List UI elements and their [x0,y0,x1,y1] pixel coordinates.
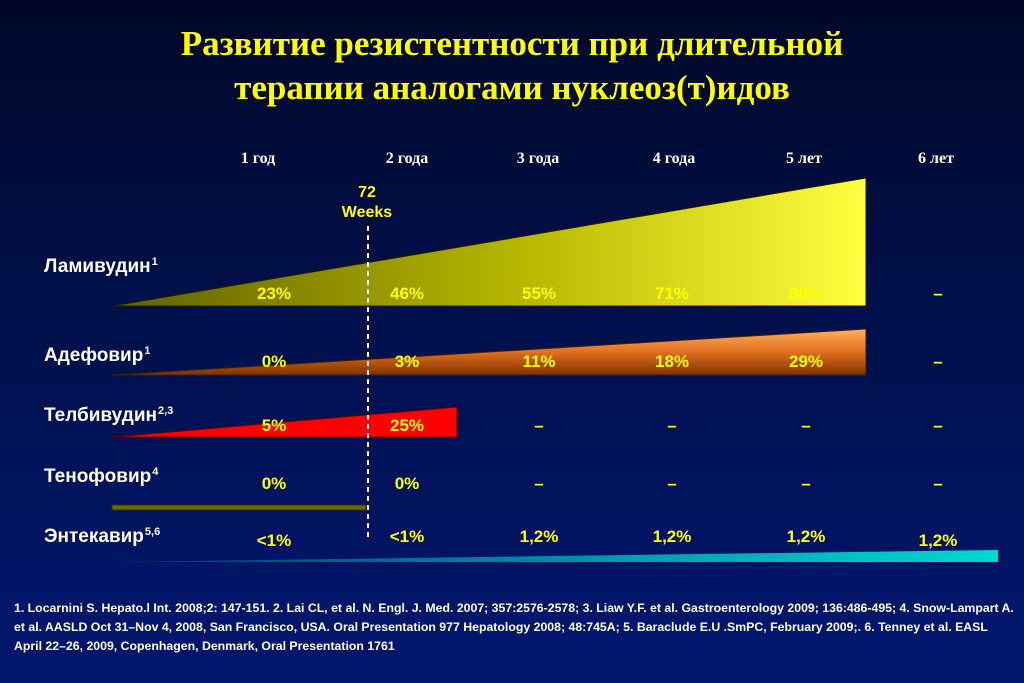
drug-ref: 1 [144,345,151,357]
week-72-unit: Weeks [341,204,393,221]
value-tenofovir-3: – [534,474,544,493]
value-adefovir-5: 29% [788,352,824,371]
value-adefovir-3: 11% [522,352,556,371]
lamivudine-resistance-wedge [111,177,867,307]
value-entecavir-2: <1% [389,527,425,546]
year-header-6: 6 лет [918,150,954,167]
references: 1. Locarnini S. Hepato.l Int. 2008;2: 14… [14,601,1014,653]
week-72-value: 72 [358,184,376,201]
drug-ref: 4 [152,466,159,478]
drug-label-tenofovir: Тенофовир4 [44,466,158,488]
value-entecavir-6: 1,2% [918,531,958,550]
year-header-5: 5 лет [786,150,822,167]
drug-name: Ламивудин [44,256,151,277]
drug-name: Телбивудин [44,405,157,426]
drug-name: Энтекавир [44,526,144,547]
year-header-4: 4 года [652,150,696,167]
tenofovir-resistance-bar [111,504,367,511]
value-telbivudine-1: 5% [261,416,287,435]
drug-ref: 5,6 [144,526,161,538]
value-telbivudine-4: – [667,416,677,435]
value-tenofovir-2: 0% [394,474,420,493]
drug-ref: 2,3 [157,405,174,417]
value-adefovir-4: 18% [654,352,690,371]
drug-label-lamivudine: Ламивудин1 [44,256,158,278]
year-header-1: 1 год [240,150,276,167]
title-line-2: терапии аналогами нуклеоз(т)идов [234,68,790,107]
title-line-1: Развитие резистентности при длительной [180,24,844,63]
value-telbivudine-6: – [933,416,943,435]
value-adefovir-6: – [933,352,943,371]
year-header-3: 3 года [516,150,560,167]
value-entecavir-3: 1,2% [519,527,559,546]
adefovir-resistance-wedge [111,328,867,376]
value-entecavir-4: 1,2% [652,527,692,546]
entecavir-resistance-wedge [112,550,998,562]
drug-name: Адефовир [44,345,144,366]
value-tenofovir-5: – [801,474,811,493]
value-lamivudine-2: 46% [389,284,425,303]
value-lamivudine-3: 55% [521,284,557,303]
drug-name: Тенофовир [44,466,152,487]
year-header-2: 2 года [385,150,429,167]
week-72-label: 72 Weeks [342,183,392,223]
value-entecavir-5: 1,2% [786,527,826,546]
value-adefovir-2: 3% [394,352,420,371]
value-entecavir-1: <1% [256,531,292,550]
value-telbivudine-2: 25% [389,416,425,435]
value-tenofovir-4: – [667,474,677,493]
value-telbivudine-3: – [534,416,544,435]
value-lamivudine-6: – [933,284,943,303]
value-lamivudine-4: 71% [654,284,690,303]
value-adefovir-1: 0% [261,352,287,371]
value-lamivudine-1: 23% [256,284,292,303]
drug-label-telbivudine: Телбивудин2,3 [44,405,173,427]
drug-label-adefovir: Адефовир1 [44,345,150,367]
value-lamivudine-5: 80% [788,284,824,303]
value-tenofovir-6: – [933,474,943,493]
drug-label-entecavir: Энтекавир5,6 [44,526,160,548]
telbivudine-resistance-wedge [111,406,458,438]
slide-title: Развитие резистентности при длительной т… [0,22,1024,110]
value-tenofovir-1: 0% [261,474,287,493]
drug-ref: 1 [151,256,158,268]
value-telbivudine-5: – [801,416,811,435]
